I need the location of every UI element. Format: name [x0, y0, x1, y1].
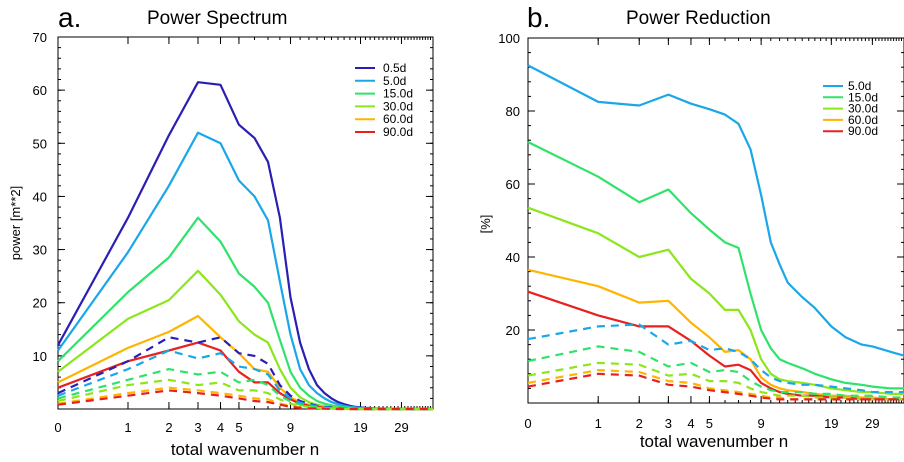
panel-b-x-ticks: 0 1 2 3 4 5 9 19 29	[524, 38, 904, 431]
panel-b-y-tick-label: 80	[506, 104, 520, 119]
panel-a-y-tick-label: 60	[33, 83, 47, 98]
panel-a-x-tick-label: 1	[124, 420, 131, 435]
panel-b: b. Power Reduction 20 40 60 80 100 0 1 2 3 4 5 9 19…	[478, 2, 904, 451]
panel-b-letter: b.	[527, 2, 550, 33]
panel-b-legend-label-5-0d: 5.0d	[848, 79, 871, 93]
panel-a-series-line-solid-2	[57, 216, 433, 411]
panel-b-y-ticks: 20 40 60 80 100	[498, 31, 904, 404]
panel-a-y-tick-label: 20	[33, 296, 47, 311]
panel-b-series-line-dashed-7	[527, 361, 904, 401]
panel-a-y-tick-label: 30	[33, 243, 47, 258]
panel-b-x-tick-label: 29	[865, 416, 879, 431]
panel-b-legend-label-60-0d: 60.0d	[848, 113, 878, 127]
panel-b-title: Power Reduction	[626, 8, 771, 29]
panel-a-letter: a.	[58, 2, 81, 33]
panel-a-legend-label-30-0d: 30.0d	[383, 99, 413, 113]
panel-a-y-tick-label: 70	[33, 30, 47, 45]
panel-a-legend-label-0-5d: 0.5d	[383, 61, 406, 75]
panel-a-y-axis-label: power [m**2]	[8, 186, 23, 260]
panel-a-title: Power Spectrum	[147, 8, 287, 29]
panel-a-legend-label-60-0d: 60.0d	[383, 112, 413, 126]
panel-a-x-tick-label: 2	[165, 420, 172, 435]
panel-b-plot-frame	[527, 37, 904, 404]
panel-a-series	[57, 81, 433, 411]
panel-a-plot-frame	[57, 36, 434, 410]
panel-a-x-tick-label: 4	[217, 420, 224, 435]
panel-a-x-tick-label: 29	[394, 420, 408, 435]
panel-b-y-tick-label: 60	[506, 177, 520, 192]
panel-b-series-line-solid-2	[527, 206, 904, 395]
panel-b-x-tick-label: 0	[524, 416, 531, 431]
panel-b-y-tick-label: 100	[498, 31, 520, 46]
panel-b-x-tick-label: 5	[706, 416, 713, 431]
panel-b-legend-label-15-0d: 15.0d	[848, 90, 878, 104]
panel-a-y-tick-label: 50	[33, 136, 47, 151]
panel-a-x-tick-label: 0	[54, 420, 61, 435]
panel-a-x-tick-label: 5	[235, 420, 242, 435]
panel-a-y-tick-label: 10	[33, 349, 47, 364]
panel-a-x-tick-label: 19	[353, 420, 367, 435]
panel-b-x-tick-label: 3	[665, 416, 672, 431]
panel-a-x-tick-label: 3	[194, 420, 201, 435]
panel-b-x-axis-label: total wavenumber n	[640, 432, 788, 451]
panel-b-y-tick-label: 20	[506, 323, 520, 338]
panel-b-series-line-dashed-5	[527, 323, 904, 394]
panel-b-series-line-solid-1	[527, 141, 904, 390]
panel-b-series-line-solid-0	[527, 64, 904, 357]
panel-a-legend-label-15-0d: 15.0d	[383, 87, 413, 101]
panel-b-legend-label-90-0d: 90.0d	[848, 124, 878, 138]
panel-b-y-axis-label: [%]	[478, 215, 493, 234]
panel-b-x-tick-label: 4	[687, 416, 694, 431]
panel-b-x-tick-label: 1	[595, 416, 602, 431]
panel-a-x-axis-label: total wavenumber n	[171, 440, 319, 459]
panel-b-x-tick-label: 2	[636, 416, 643, 431]
panel-a-legend-label-5-0d: 5.0d	[383, 74, 406, 88]
panel-b-x-tick-label: 19	[824, 416, 838, 431]
panel-a-legend-label-90-0d: 90.0d	[383, 125, 413, 139]
panel-a-y-ticks: 10 20 30 40 50 60 70	[33, 30, 433, 410]
panel-b-series	[527, 64, 904, 401]
panel-b-series-line-dashed-6	[527, 345, 904, 399]
panel-b-series-line-solid-4	[527, 290, 904, 401]
panel-b-y-tick-label: 40	[506, 250, 520, 265]
panel-a-series-line-dashed-11	[57, 389, 433, 411]
panel-b-legend-label-30-0d: 30.0d	[848, 102, 878, 116]
panel-b-x-tick-label: 9	[758, 416, 765, 431]
panel-a-x-tick-label: 9	[287, 420, 294, 435]
panel-b-series-line-solid-3	[527, 268, 904, 401]
panel-a-y-tick-label: 40	[33, 189, 47, 204]
